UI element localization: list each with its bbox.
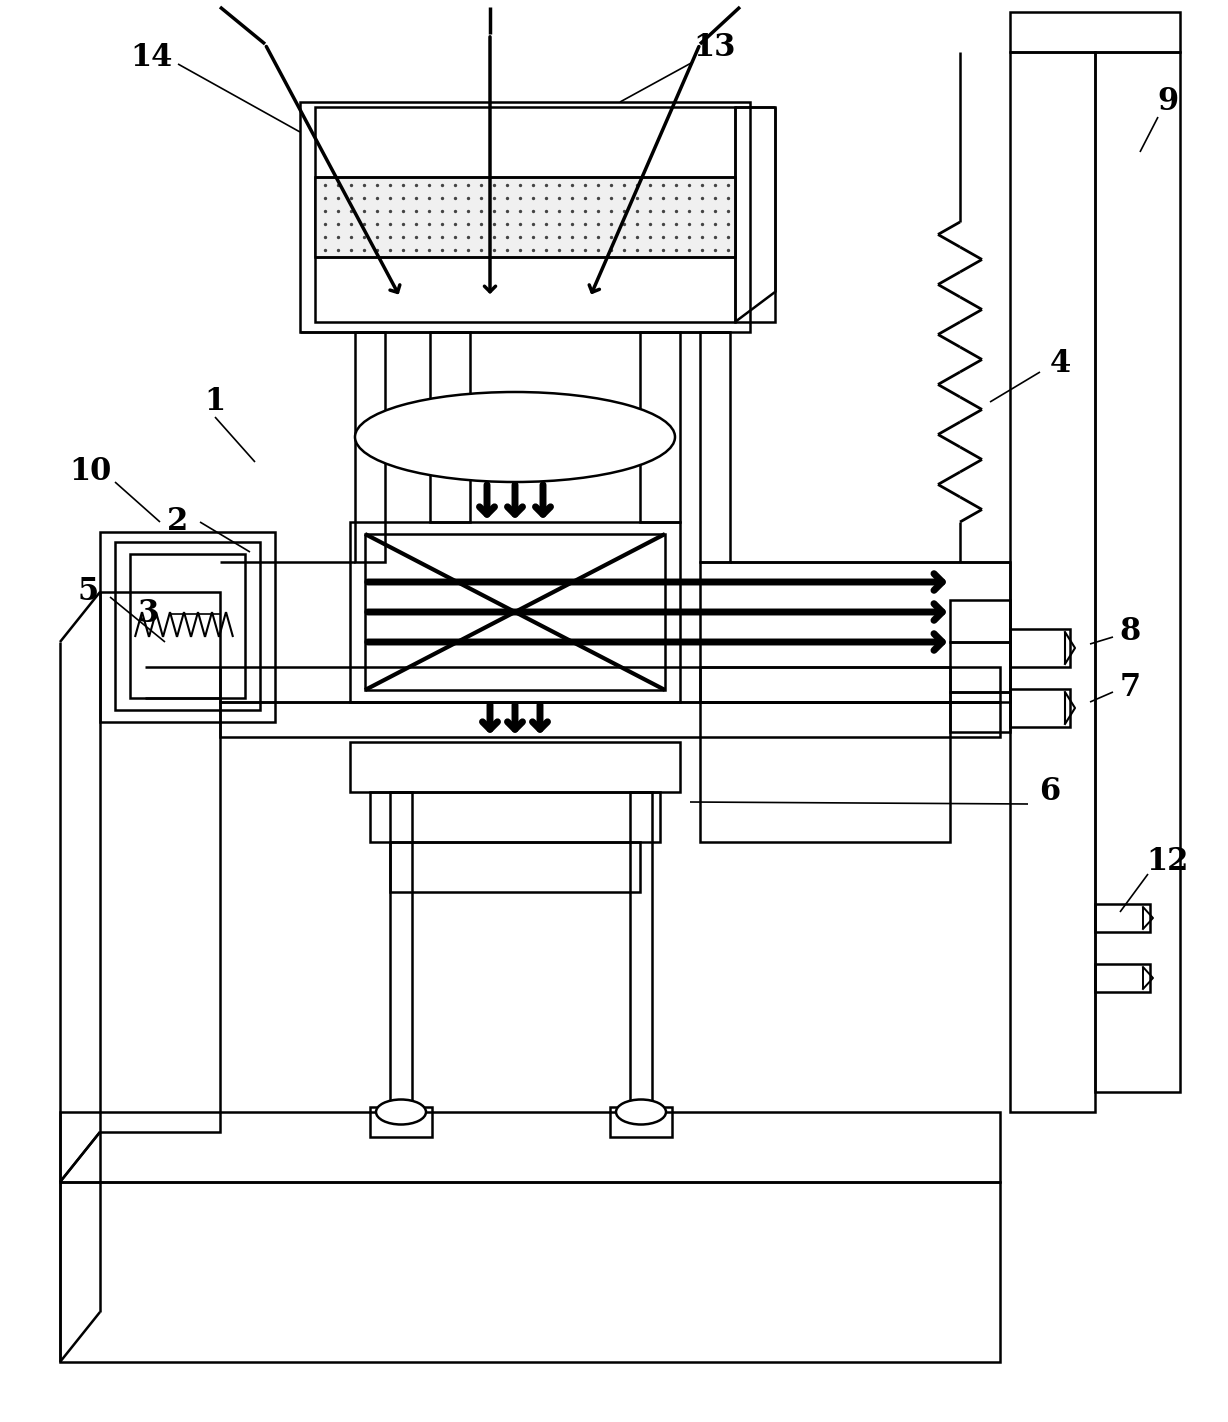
Text: 7: 7 xyxy=(1120,671,1141,702)
Bar xyxy=(1095,904,1149,931)
Text: 5: 5 xyxy=(77,576,98,607)
Bar xyxy=(1009,53,1095,1112)
Bar xyxy=(370,792,659,842)
Bar xyxy=(610,1106,672,1138)
Bar xyxy=(316,107,736,321)
Bar xyxy=(220,667,1000,702)
Bar xyxy=(950,693,1009,732)
Ellipse shape xyxy=(355,392,675,482)
Text: 2: 2 xyxy=(167,506,189,538)
Bar xyxy=(350,522,680,702)
Bar xyxy=(99,532,275,722)
Bar xyxy=(1009,11,1180,53)
Bar xyxy=(60,1112,1000,1182)
Bar xyxy=(60,1182,1000,1362)
Bar xyxy=(700,331,729,562)
Bar xyxy=(391,842,640,892)
Text: 8: 8 xyxy=(1120,617,1141,647)
Bar xyxy=(365,535,666,690)
Bar xyxy=(700,562,1009,702)
Bar xyxy=(1009,629,1070,667)
Bar xyxy=(736,107,775,321)
Text: 9: 9 xyxy=(1158,87,1179,118)
Ellipse shape xyxy=(376,1099,426,1125)
Bar xyxy=(300,102,750,331)
Bar xyxy=(640,331,680,522)
Bar xyxy=(350,742,680,792)
Text: 1: 1 xyxy=(204,387,226,418)
Bar xyxy=(220,702,1000,737)
Bar xyxy=(950,641,1009,693)
Text: 10: 10 xyxy=(69,456,111,488)
Bar xyxy=(1095,964,1149,993)
Bar xyxy=(355,331,386,562)
Text: 14: 14 xyxy=(131,41,173,73)
Bar xyxy=(115,542,260,710)
Bar xyxy=(700,667,950,702)
Bar xyxy=(316,176,736,257)
Bar xyxy=(950,600,1009,641)
Text: 12: 12 xyxy=(1147,846,1189,877)
Bar xyxy=(1095,53,1180,1092)
Bar xyxy=(630,792,652,1112)
Bar xyxy=(1009,690,1070,727)
Bar xyxy=(391,792,413,1112)
Bar xyxy=(99,592,220,1132)
Bar xyxy=(430,331,470,522)
Text: 13: 13 xyxy=(694,31,737,63)
Text: 4: 4 xyxy=(1050,348,1071,380)
Bar xyxy=(370,1106,432,1138)
Text: 6: 6 xyxy=(1039,776,1061,808)
Bar xyxy=(700,702,950,842)
Text: 3: 3 xyxy=(138,599,158,630)
Bar xyxy=(130,555,246,698)
Ellipse shape xyxy=(616,1099,666,1125)
